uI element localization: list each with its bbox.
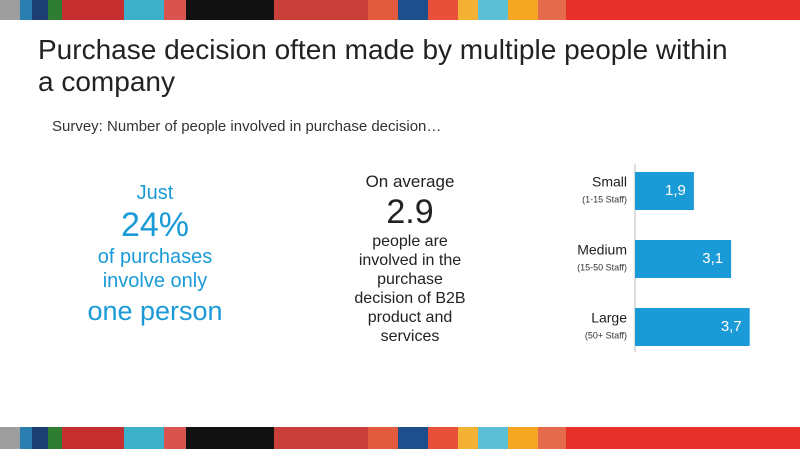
category-label: Large — [591, 310, 627, 326]
value-label: 3,7 — [721, 318, 742, 335]
stat-text: of purchases involve only — [97, 246, 213, 292]
bar — [635, 172, 694, 210]
title: Purchase decision often made by multiple… — [38, 34, 728, 97]
stat-figure: 24% — [120, 206, 190, 244]
category-note: (50+ Staff) — [585, 330, 627, 340]
category-label: Medium — [577, 242, 627, 258]
bottom-stripe — [0, 427, 800, 449]
category-note: (15-50 Staff) — [577, 262, 627, 272]
stat-figure: 2.9 — [386, 193, 434, 231]
middle-stat: On average 2.9 people are involved in th… — [330, 172, 490, 346]
subtitle: Survey: Number of people involved in pur… — [52, 118, 442, 135]
stat-emphasis: one person — [87, 296, 223, 326]
value-label: 1,9 — [665, 182, 686, 199]
category-label: Small — [592, 174, 627, 190]
left-stat: Just 24% of purchases involve only one p… — [70, 182, 240, 329]
bar — [635, 308, 750, 346]
value-label: 3,1 — [702, 250, 723, 267]
top-stripe — [0, 0, 800, 20]
stat-intro: Just — [136, 182, 174, 204]
stat-intro: On average — [365, 172, 455, 191]
bar — [635, 240, 732, 278]
stat-text: people are involved in the purchase deci… — [354, 233, 466, 345]
category-note: (1-15 Staff) — [582, 194, 627, 204]
